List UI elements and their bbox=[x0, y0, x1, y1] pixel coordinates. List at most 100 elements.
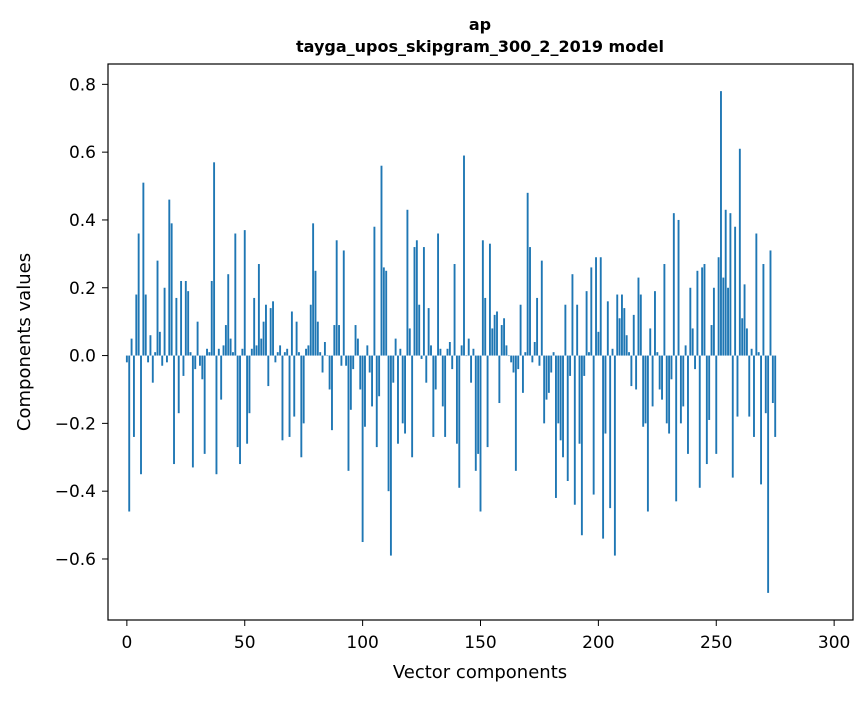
bar bbox=[283, 352, 286, 356]
bar bbox=[646, 355, 649, 512]
bar bbox=[132, 355, 135, 437]
bar bbox=[583, 355, 586, 376]
bar bbox=[257, 264, 260, 356]
chart-subtitle: tayga_upos_skipgram_300_2_2019 model bbox=[296, 37, 664, 56]
bar bbox=[335, 240, 338, 356]
bar bbox=[687, 355, 689, 454]
bar bbox=[441, 355, 444, 407]
bar bbox=[705, 355, 708, 465]
bar bbox=[757, 352, 760, 356]
bar bbox=[163, 287, 166, 356]
bar bbox=[378, 355, 381, 397]
bar bbox=[144, 294, 147, 356]
bar bbox=[745, 328, 748, 356]
bar bbox=[217, 348, 220, 356]
x-axis-label: Vector components bbox=[393, 662, 567, 683]
bar bbox=[241, 348, 244, 356]
bar bbox=[531, 355, 534, 363]
bar bbox=[510, 355, 513, 363]
bar bbox=[455, 355, 458, 444]
bar bbox=[397, 355, 399, 444]
bar bbox=[604, 355, 607, 434]
bar bbox=[517, 355, 520, 370]
bar bbox=[651, 355, 654, 407]
bar bbox=[328, 355, 331, 390]
bar bbox=[175, 297, 178, 356]
bar bbox=[588, 352, 590, 356]
bar bbox=[592, 355, 595, 495]
bar bbox=[444, 355, 447, 437]
bar bbox=[682, 355, 685, 407]
bar bbox=[210, 280, 213, 356]
bar bbox=[590, 267, 593, 356]
bar bbox=[557, 355, 560, 424]
bar bbox=[694, 355, 696, 370]
bar bbox=[149, 335, 152, 356]
bar bbox=[500, 325, 503, 356]
bar bbox=[585, 291, 588, 356]
bar bbox=[307, 345, 310, 356]
bar bbox=[368, 355, 371, 373]
bar bbox=[281, 355, 284, 441]
bar bbox=[267, 355, 270, 387]
bar bbox=[338, 325, 340, 356]
bar bbox=[465, 355, 468, 357]
bar bbox=[628, 352, 630, 356]
bar bbox=[326, 355, 329, 357]
bar bbox=[580, 355, 583, 536]
bar bbox=[314, 270, 317, 356]
bar bbox=[727, 287, 729, 356]
bar bbox=[472, 348, 475, 356]
bar bbox=[599, 257, 602, 356]
bar bbox=[448, 342, 451, 356]
bar bbox=[161, 355, 164, 366]
bar bbox=[481, 240, 484, 356]
bar bbox=[399, 348, 402, 356]
bar bbox=[250, 348, 253, 356]
bar bbox=[724, 209, 727, 356]
bar bbox=[187, 291, 190, 356]
bar bbox=[434, 355, 437, 390]
bar bbox=[255, 345, 258, 356]
bar bbox=[463, 155, 465, 356]
bar bbox=[194, 355, 197, 370]
y-tick-label: 0.0 bbox=[69, 347, 96, 367]
bar bbox=[519, 304, 522, 356]
bar bbox=[625, 335, 628, 356]
bar bbox=[394, 338, 397, 356]
bar bbox=[137, 233, 140, 356]
bar bbox=[401, 355, 404, 424]
bar bbox=[151, 355, 154, 383]
y-tick-label: 0.4 bbox=[69, 211, 96, 231]
y-tick-label: −0.6 bbox=[55, 550, 96, 570]
bar bbox=[239, 355, 241, 465]
y-tick-label: 0.6 bbox=[69, 143, 96, 163]
bar bbox=[649, 328, 652, 356]
bar bbox=[710, 325, 713, 356]
bar bbox=[196, 321, 199, 356]
bar bbox=[637, 277, 640, 356]
bar bbox=[371, 355, 373, 407]
bar bbox=[460, 345, 463, 356]
bar bbox=[562, 355, 564, 458]
bar bbox=[540, 260, 543, 356]
bar bbox=[684, 345, 687, 356]
bar bbox=[236, 355, 239, 448]
bar bbox=[305, 348, 307, 356]
bar bbox=[208, 352, 211, 356]
bar bbox=[248, 355, 251, 414]
bar bbox=[331, 355, 333, 431]
x-tick-label: 300 bbox=[818, 633, 850, 653]
bar bbox=[408, 328, 411, 356]
bar bbox=[269, 308, 272, 356]
chart-title: ap bbox=[469, 15, 491, 34]
bar bbox=[243, 230, 246, 356]
bar bbox=[229, 338, 232, 356]
bar bbox=[201, 355, 204, 380]
bar bbox=[411, 355, 414, 458]
bar bbox=[755, 233, 758, 356]
bar bbox=[521, 355, 524, 393]
bar bbox=[276, 352, 279, 356]
bar bbox=[156, 260, 159, 356]
bar bbox=[467, 338, 470, 356]
